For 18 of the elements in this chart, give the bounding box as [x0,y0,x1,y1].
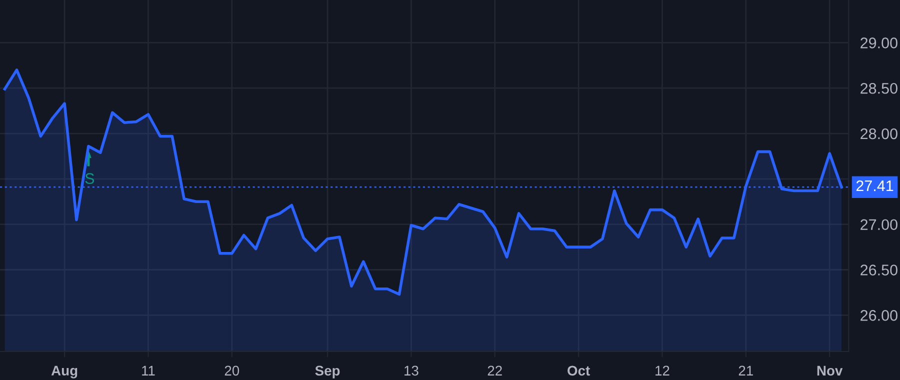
x-tick-label: 11 [142,366,155,376]
x-tick-label: Nov [817,366,843,376]
y-tick-label: 26.00 [860,310,898,321]
y-tick-label: 28.00 [860,128,898,140]
x-tick-label: Oct [568,366,590,376]
y-tick-label: 29.00 [860,38,898,48]
y-tick-label: 28.50 [860,82,898,94]
x-tick-label: Aug [51,366,78,378]
ref-line-label: 27.41 [856,180,894,192]
annotation: S [85,173,94,184]
y-tick-label: 26.50 [860,264,898,276]
y-tick-label: 27.00 [860,219,898,230]
x-tick-label: Sep [315,366,340,378]
x-tick-label: 12 [656,366,670,376]
x-tick-label: 20 [224,366,240,376]
x-tick-label: 22 [488,366,502,376]
x-tick-label: 13 [404,366,418,376]
x-tick-label: 21 [738,366,753,376]
